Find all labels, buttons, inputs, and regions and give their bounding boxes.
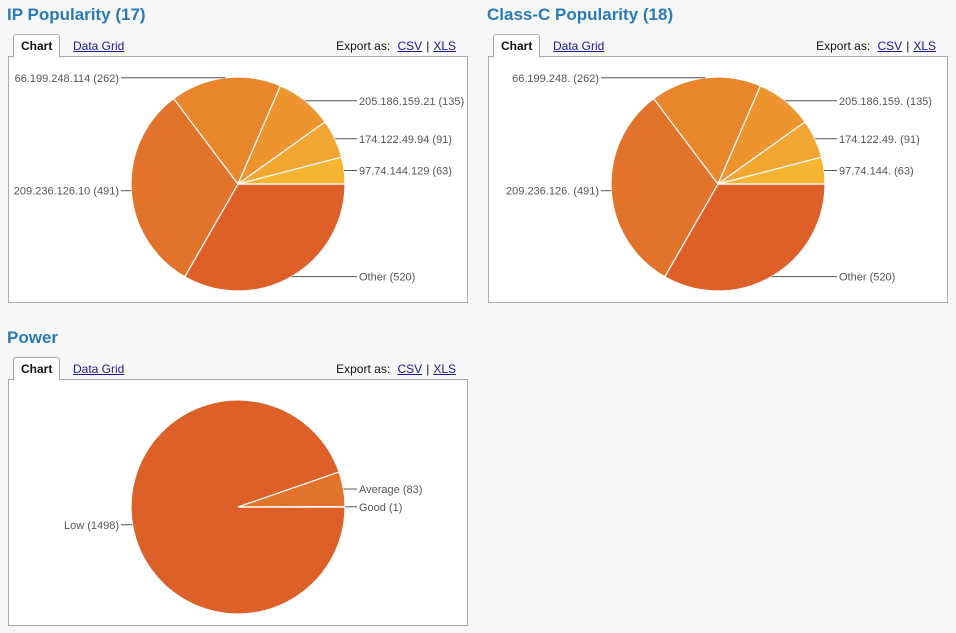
slice-label: 174.122.49.94 (91)	[359, 134, 452, 146]
chart-title: Class-C Popularity (18)	[487, 5, 674, 24]
export-xls-link[interactable]: XLS	[433, 39, 456, 53]
export-csv-link[interactable]: CSV	[397, 39, 423, 53]
slice-label: Other (520)	[359, 272, 415, 284]
separator: |	[906, 39, 910, 53]
pie-chart: Other (520) 209.236.126.10 (491) 66.199.24…	[14, 73, 464, 292]
export-options: Export as: CSV | XLS	[816, 39, 940, 53]
slice-label: 97.74.144. (63)	[839, 165, 914, 177]
tab-data-grid[interactable]: Data Grid	[73, 362, 125, 376]
tab-data-grid[interactable]: Data Grid	[553, 39, 605, 53]
export-csv-link[interactable]: CSV	[877, 39, 903, 53]
chart-area: Other (520) 209.236.126. (491) 66.199.248.…	[488, 56, 948, 303]
pie-slice[interactable]	[130, 97, 239, 278]
tab-chart[interactable]: Chart	[13, 34, 61, 58]
chart-title: Power	[7, 328, 59, 347]
slice-label: 209.236.126.10 (491)	[14, 186, 119, 198]
export-options: Export as: CSV | XLS	[336, 39, 460, 53]
slice-label: 97.74.144.129 (63)	[359, 165, 452, 177]
pie-chart: Low (1498) Average (83) Good (1)	[64, 399, 422, 615]
chart-area: Other (520) 209.236.126.10 (491) 66.199.24…	[8, 56, 468, 303]
slice-label: 205.186.159. (135)	[839, 96, 932, 108]
slice-label: 205.186.159.21 (135)	[359, 96, 464, 108]
export-label: Export as:	[336, 39, 391, 53]
chart-area: Low (1498) Average (83) Good (1)	[8, 379, 468, 626]
tab-chart[interactable]: Chart	[493, 34, 541, 58]
slice-label: Average (83)	[359, 484, 422, 496]
slice-label: 174.122.49. (91)	[839, 134, 920, 146]
export-xls-link[interactable]: XLS	[913, 39, 936, 53]
export-csv-link[interactable]: CSV	[397, 362, 423, 376]
export-options: Export as: CSV | XLS	[336, 362, 460, 376]
slice-label: 209.236.126. (491)	[506, 186, 599, 198]
slice-label: 66.199.248. (262)	[512, 73, 599, 85]
slice-label: Other (520)	[839, 272, 895, 284]
export-xls-link[interactable]: XLS	[433, 362, 456, 376]
separator: |	[426, 362, 430, 376]
slice-label: 66.199.248.114 (262)	[15, 73, 119, 85]
tab-chart[interactable]: Chart	[13, 357, 61, 381]
pie-chart: Other (520) 209.236.126. (491) 66.199.248.…	[506, 73, 932, 292]
export-label: Export as:	[336, 362, 391, 376]
chart-title: IP Popularity (17)	[7, 5, 146, 24]
pie-slice[interactable]	[610, 97, 719, 278]
slice-label: Low (1498)	[64, 520, 119, 532]
slice-label: Good (1)	[359, 502, 402, 514]
export-label: Export as:	[816, 39, 871, 53]
tab-data-grid[interactable]: Data Grid	[73, 39, 125, 53]
separator: |	[426, 39, 430, 53]
